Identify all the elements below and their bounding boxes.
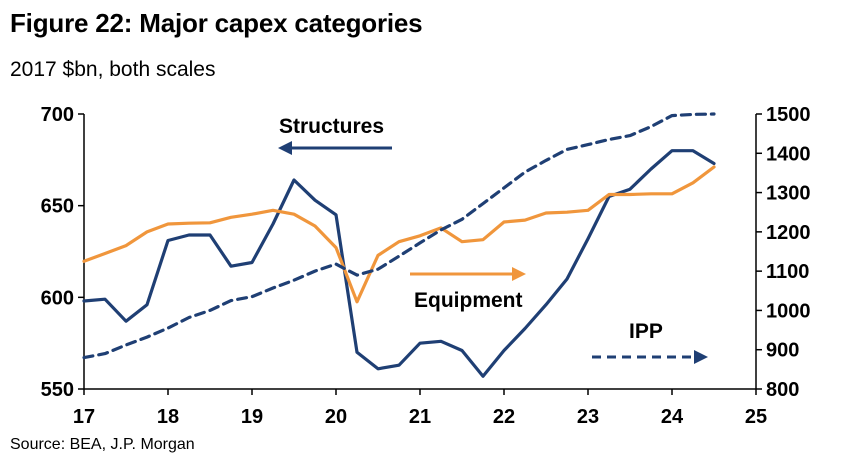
annotation-equipment: Equipment [414,289,523,312]
ipp-arrow-head [694,350,708,364]
x-tick-label: 20 [325,406,347,428]
right-tick-label: 1400 [766,143,811,165]
annotation-ipp: IPP [629,320,663,343]
series-line-ipp [82,112,716,360]
left-tick-label: 700 [41,104,74,126]
right-tick-label: 1000 [766,300,811,322]
x-tick-label: 23 [577,406,599,428]
structures-arrow-head [278,141,292,155]
equipment-arrow-head [512,267,526,281]
right-tick-label: 800 [766,379,799,401]
source-note: Source: BEA, J.P. Morgan [10,436,195,453]
axes: 17 18 19 20 21 22 23 24 25 550 600 650 700 800 900 1000… [41,104,811,428]
right-tick-label: 1300 [766,183,811,205]
series-line-structures [82,149,716,378]
x-tick-label: 24 [661,406,684,428]
left-tick-label: 650 [41,196,74,218]
x-tick-label: 19 [241,406,263,428]
annotations: Structures Equipment IPP [278,115,708,364]
x-tick-label: 17 [73,406,95,428]
x-tick-label: 22 [493,406,515,428]
left-tick-label: 600 [41,287,74,309]
right-tick-label: 1500 [766,104,811,126]
chart-subtitle: 2017 $bn, both scales [10,58,216,81]
right-tick-label: 900 [766,340,799,362]
annotation-structures: Structures [279,115,384,138]
x-tick-label: 21 [409,406,431,428]
right-tick-label: 1200 [766,222,811,244]
chart-title: Figure 22: Major capex categories [10,8,423,38]
series-lines [82,112,716,378]
x-tick-label: 25 [745,406,767,428]
x-tick-label: 18 [157,406,179,428]
left-tick-label: 550 [41,379,74,401]
right-tick-label: 1100 [766,261,809,283]
series-line-equipment [82,165,716,304]
